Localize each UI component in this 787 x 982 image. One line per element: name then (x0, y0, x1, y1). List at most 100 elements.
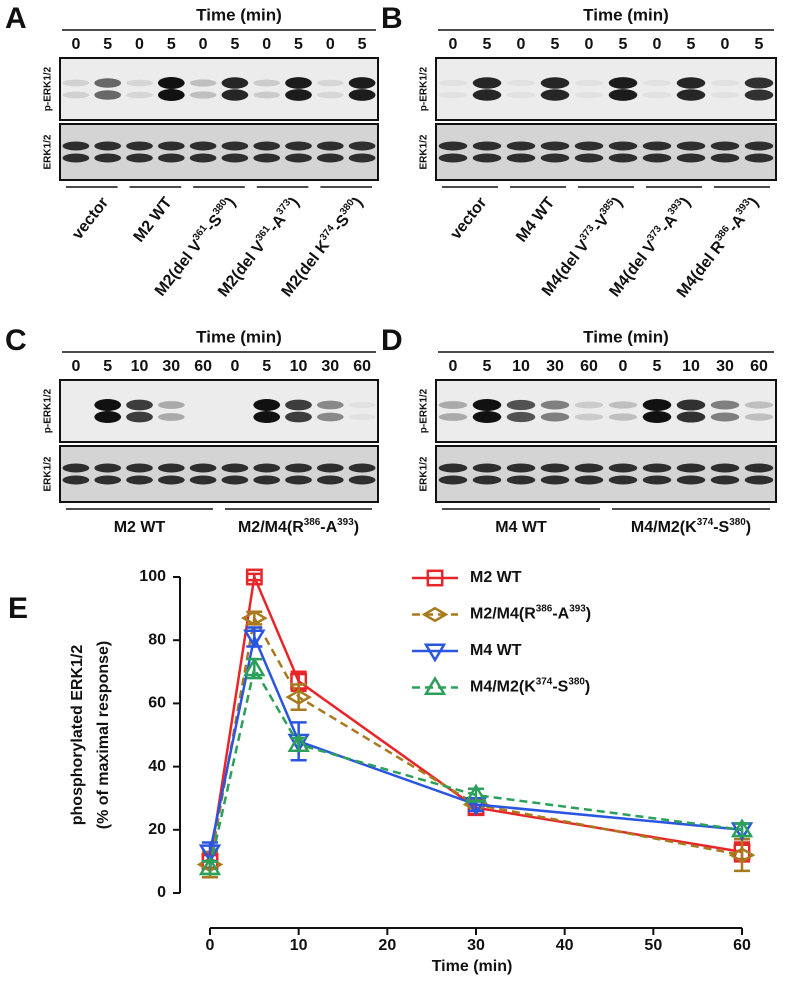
legend-marker (423, 643, 447, 663)
legend-label: M2/M4(R386-A393) (470, 603, 591, 623)
band (540, 141, 570, 151)
text-part: M4 WT (495, 519, 547, 536)
band (316, 475, 344, 485)
y-tick-label: 100 (139, 568, 166, 585)
time-label: 0 (449, 358, 458, 375)
band (506, 399, 536, 411)
time-label: 0 (619, 358, 628, 375)
band (157, 77, 185, 89)
blot (59, 379, 379, 443)
superscript: 374 (697, 517, 714, 528)
band (438, 401, 468, 409)
time-label: 0 (449, 36, 458, 53)
band (126, 411, 153, 423)
row-label: ERK1/2 (43, 134, 54, 169)
band (253, 79, 281, 87)
text-part: M2/M4(R (238, 519, 304, 536)
band (676, 89, 706, 101)
band (710, 475, 740, 485)
data-point (198, 856, 222, 876)
y-tick-label: 20 (148, 821, 166, 838)
band (126, 141, 153, 151)
superscript: 393 (569, 603, 586, 614)
panel-label: D (381, 324, 403, 357)
band (94, 399, 122, 411)
row-label: p-ERK1/2 (43, 66, 54, 111)
band (126, 399, 153, 411)
data-point (287, 733, 310, 753)
band (438, 141, 468, 151)
time-label: 10 (131, 358, 149, 375)
time-label: 5 (262, 358, 271, 375)
band (472, 89, 502, 101)
text-part: ) (585, 679, 590, 696)
band (642, 399, 672, 411)
x-tick-label: 40 (556, 937, 574, 954)
time-label: 5 (483, 36, 492, 53)
time-label: 60 (580, 358, 598, 375)
text-part: M4(del V (607, 238, 661, 301)
band (94, 78, 122, 88)
band (574, 413, 604, 421)
band (189, 475, 217, 485)
band (221, 463, 249, 473)
legend-label: M4/M2(K374-S380) (470, 676, 590, 696)
blot (435, 445, 777, 503)
time-label: 5 (167, 36, 176, 53)
band (285, 399, 312, 411)
time-label: 10 (512, 358, 530, 375)
time-label: 5 (103, 36, 112, 53)
time-label: 5 (103, 358, 112, 375)
time-label: 5 (483, 358, 492, 375)
band (506, 153, 536, 163)
band (189, 91, 217, 99)
time-label: 30 (546, 358, 564, 375)
text-part: M2 WT (131, 194, 176, 245)
band (285, 89, 312, 101)
band (540, 412, 570, 422)
band (157, 153, 185, 163)
time-label: 5 (619, 36, 628, 53)
time-label: 60 (353, 358, 371, 375)
group-label: vector (448, 195, 491, 243)
band (472, 153, 502, 163)
time-label: 5 (653, 358, 662, 375)
band (642, 153, 672, 163)
band (316, 400, 344, 410)
time-label: 0 (135, 36, 144, 53)
time-label: 10 (682, 358, 700, 375)
error-bar (290, 683, 307, 711)
band (506, 463, 536, 473)
band (94, 463, 122, 473)
superscript: 380 (729, 517, 746, 528)
y-axis-label: phosphorylated ERK1/2 (69, 645, 86, 826)
band (744, 141, 774, 151)
text-part: M2 WT (470, 569, 522, 586)
band (574, 153, 604, 163)
text-part: -A (320, 519, 337, 536)
superscript: 386 (536, 603, 553, 614)
time-header: Time (min) (583, 327, 669, 346)
x-tick-label: 10 (290, 937, 308, 954)
band (710, 412, 740, 422)
band (574, 401, 604, 409)
band (348, 153, 376, 163)
band (316, 141, 344, 151)
band (574, 463, 604, 473)
band (62, 79, 90, 87)
band (157, 401, 185, 409)
band (285, 77, 312, 89)
superscript: 374 (536, 676, 553, 687)
band (710, 91, 740, 99)
x-tick-label: 20 (378, 937, 396, 954)
band (608, 141, 638, 151)
text-part: ) (354, 519, 359, 536)
data-point (285, 689, 312, 705)
band (253, 91, 281, 99)
time-label: 30 (162, 358, 180, 375)
time-label: 10 (290, 358, 308, 375)
band (608, 89, 638, 101)
band (744, 413, 774, 421)
time-label: 0 (326, 36, 335, 53)
